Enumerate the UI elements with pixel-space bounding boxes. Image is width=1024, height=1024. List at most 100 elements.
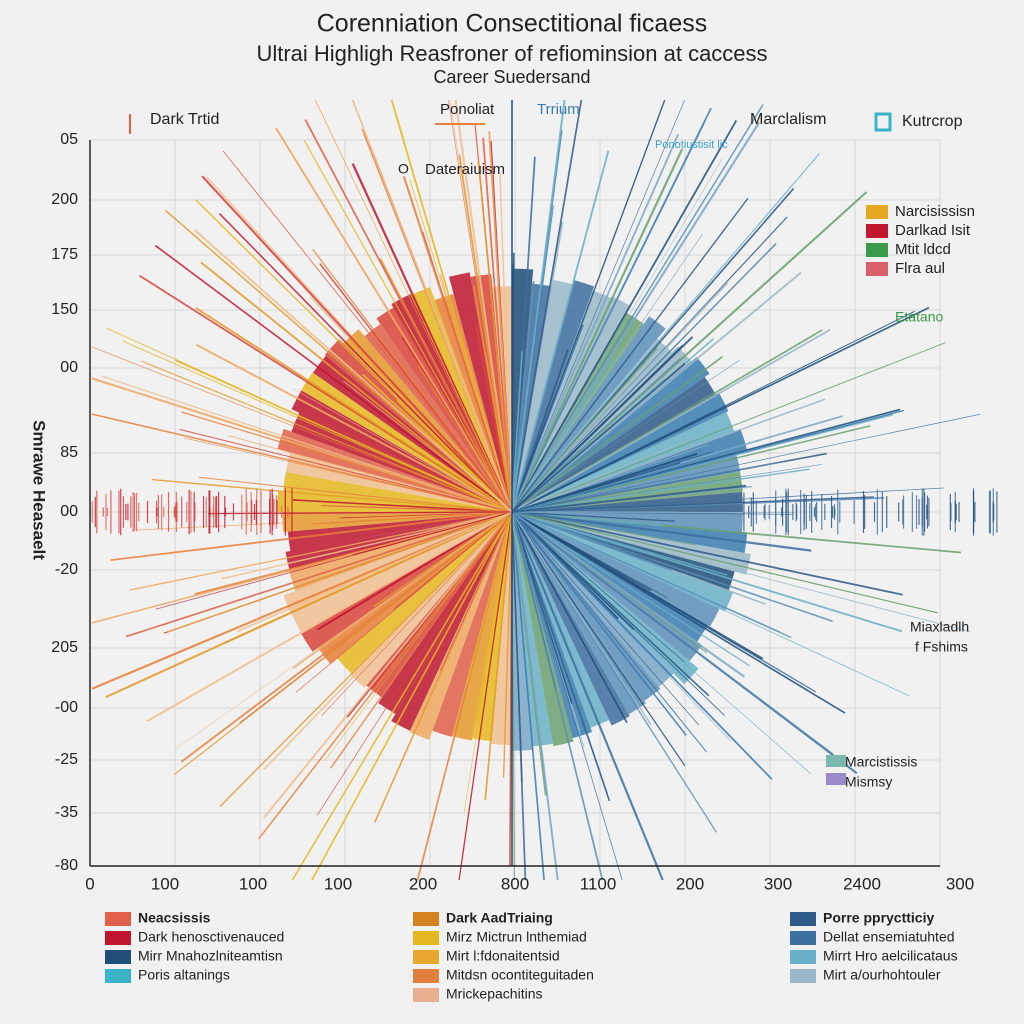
ray — [511, 99, 685, 513]
ray — [511, 511, 673, 572]
legend-label: Flra aul — [895, 260, 945, 277]
ray — [390, 99, 513, 513]
legend-label: Mtit ldcd — [895, 241, 951, 258]
y-tick-label: -00 — [55, 699, 78, 716]
wedge — [378, 512, 512, 714]
wedge — [512, 512, 674, 687]
legend-label: Darlkad Isit — [895, 222, 971, 239]
ray — [511, 99, 583, 513]
ray — [511, 511, 675, 522]
ray — [511, 511, 792, 639]
legend-label: Mirt a/ourhohtouler — [823, 967, 941, 983]
wedge — [449, 272, 512, 512]
ray — [511, 511, 938, 614]
callout: Marcistissis — [845, 754, 917, 770]
top-label: Dateraiuism — [425, 161, 505, 178]
ray — [394, 511, 513, 610]
y-tick-label: 175 — [51, 246, 78, 263]
legend-swatch — [826, 773, 846, 785]
legend-swatch — [105, 969, 131, 983]
ray — [208, 511, 513, 515]
ray — [511, 310, 915, 513]
ray — [502, 511, 513, 778]
legend-label: Poris altanings — [138, 967, 230, 983]
rays — [91, 99, 998, 881]
top-label: Trrium — [537, 101, 580, 118]
ray — [511, 436, 697, 513]
ray — [511, 349, 569, 513]
ray — [154, 244, 513, 513]
ray — [511, 121, 761, 513]
subtitle: Ultrai Highligh Reasfroner of refiominsi… — [256, 41, 767, 66]
ray — [511, 452, 698, 513]
legend-label: Mitdsn ocontiteguitaden — [446, 967, 594, 983]
top-label: Ponoliat — [440, 101, 495, 118]
legend-label: Mirrt Hro aelcilicataus — [823, 948, 958, 964]
ray — [511, 487, 944, 513]
wedge — [277, 428, 512, 512]
ray — [488, 131, 513, 513]
ray — [105, 511, 513, 699]
x-tick-label: 1100 — [580, 874, 617, 893]
top-label: O — [398, 161, 409, 177]
legend-swatch — [790, 950, 816, 964]
y-tick-label: -20 — [55, 561, 78, 578]
ray — [396, 399, 513, 513]
ray — [511, 342, 946, 513]
ray — [499, 173, 513, 513]
labels: 05 200 175 150 00 85 00 -20 205 -00 -25 -35 -80 0 100 1… — [51, 101, 975, 1002]
x-tick-label: 100 — [151, 874, 179, 893]
ray — [511, 281, 535, 513]
ray — [125, 511, 513, 638]
ray — [292, 499, 513, 513]
wedge — [512, 512, 610, 728]
legend-label: Dark AadTriaing — [446, 910, 553, 926]
ray — [511, 511, 545, 881]
top-label: Marclalism — [750, 111, 826, 128]
ray — [91, 346, 513, 513]
ray — [511, 511, 833, 622]
ray — [511, 511, 751, 667]
y-tick-label: -25 — [55, 751, 78, 768]
ray — [511, 511, 585, 681]
wedge — [337, 512, 512, 674]
ray — [511, 511, 628, 724]
legend-label: Dellat ensemiatuhted — [823, 929, 955, 945]
legend-label: Neacsissis — [138, 910, 211, 926]
ray — [511, 511, 903, 633]
ray — [221, 511, 513, 580]
legend-swatch — [790, 912, 816, 926]
legend-swatch — [413, 931, 439, 945]
ray — [439, 274, 513, 513]
ray — [219, 511, 513, 808]
ray — [291, 511, 513, 881]
ray — [316, 511, 513, 816]
wedge — [512, 356, 710, 512]
ray — [511, 233, 703, 513]
ray — [151, 478, 513, 513]
ray — [511, 158, 723, 513]
ray — [91, 377, 513, 514]
wedge — [512, 512, 553, 747]
ray — [146, 511, 513, 723]
ray — [321, 504, 513, 513]
ray — [511, 348, 658, 513]
wedge — [512, 512, 593, 739]
wedge — [512, 296, 631, 512]
wedge — [512, 316, 666, 512]
wedge — [287, 512, 512, 552]
ray — [477, 160, 513, 513]
x-tick-label: 300 — [764, 874, 792, 893]
wedge — [432, 512, 512, 737]
y-tick-label: 00 — [60, 503, 78, 520]
ray — [511, 511, 686, 767]
ray — [484, 511, 513, 800]
wedge — [512, 392, 729, 512]
ray — [511, 272, 802, 513]
ray — [439, 511, 513, 672]
caption: Career Suedersand — [433, 67, 590, 87]
ray — [222, 150, 513, 513]
ray — [511, 306, 930, 513]
x-tick-label: 100 — [324, 874, 352, 893]
